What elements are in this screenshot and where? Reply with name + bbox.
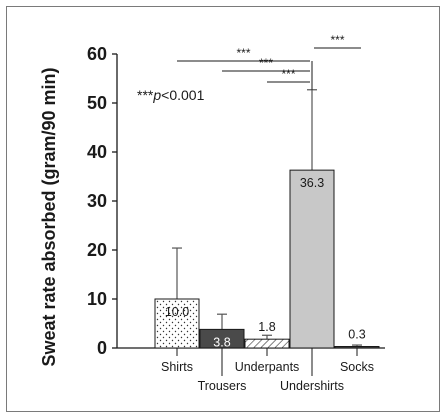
x-tick-label: Socks <box>340 360 374 374</box>
axes: 0 10 20 30 40 50 60 Shirts Trousers Underpants Und… <box>87 44 385 393</box>
y-tick-label: 60 <box>87 44 107 64</box>
x-tick-label: Shirts <box>161 360 193 374</box>
bar <box>154 298 200 349</box>
y-tick-label: 30 <box>87 191 107 211</box>
y-tick-label: 50 <box>87 93 107 113</box>
y-tick-label: 40 <box>87 142 107 162</box>
x-tick-label: Underpants <box>235 360 300 374</box>
value-label: 36.3 <box>300 176 324 190</box>
significance-brackets: *** *** *** *** <box>177 33 361 90</box>
significance-label: *** <box>259 56 273 70</box>
p-value-note: ***p<0.001 <box>137 87 205 103</box>
p-value-threshold: <0.001 <box>161 87 204 103</box>
y-tick-label: 0 <box>97 338 107 358</box>
p-value-stars: *** <box>137 87 154 103</box>
significance-label: *** <box>281 67 295 81</box>
y-tick-label: 20 <box>87 240 107 260</box>
x-tick-label: Undershirts <box>280 379 344 393</box>
significance-label: *** <box>330 33 344 47</box>
value-label: 1.8 <box>258 320 275 334</box>
bar <box>289 169 335 349</box>
value-label: 10.0 <box>165 305 189 319</box>
p-value-p: p <box>152 87 161 103</box>
value-label: 0.3 <box>348 328 365 342</box>
significance-label: *** <box>236 46 250 60</box>
x-tick-label: Trousers <box>198 379 247 393</box>
bar <box>244 338 290 349</box>
bars: 10.0 3.8 1.8 36.3 0.3 <box>154 89 380 349</box>
bar <box>199 328 245 349</box>
y-axis-label: Sweat rate absorbed (gram/90 min) <box>39 67 59 366</box>
y-tick-label: 10 <box>87 289 107 309</box>
bar <box>334 346 380 349</box>
value-label: 3.8 <box>213 335 230 349</box>
